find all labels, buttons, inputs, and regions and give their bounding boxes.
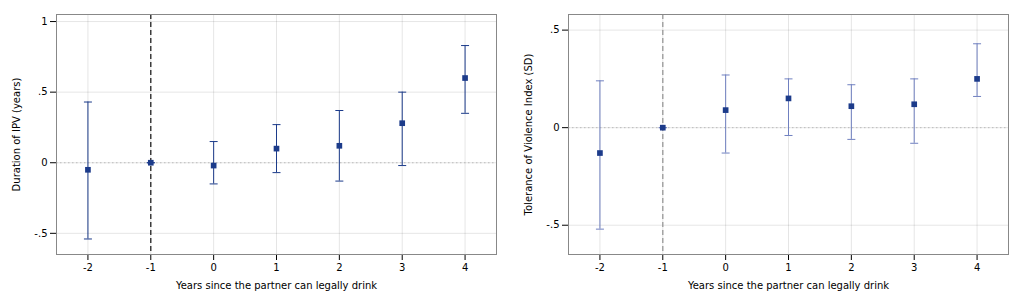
svg-text:3: 3 bbox=[399, 262, 405, 273]
svg-text:-2: -2 bbox=[83, 262, 93, 273]
svg-text:-2: -2 bbox=[595, 262, 605, 273]
svg-text:Years since the partner can le: Years since the partner can legally drin… bbox=[175, 280, 377, 291]
svg-text:0: 0 bbox=[722, 262, 728, 273]
svg-text:Years since the partner can le: Years since the partner can legally drin… bbox=[687, 280, 889, 291]
svg-text:1: 1 bbox=[273, 262, 279, 273]
svg-text:-1: -1 bbox=[658, 262, 668, 273]
svg-text:-.5: -.5 bbox=[546, 219, 559, 230]
svg-text:-.5: -.5 bbox=[34, 228, 47, 239]
svg-text:0: 0 bbox=[210, 262, 216, 273]
svg-text:1: 1 bbox=[785, 262, 791, 273]
svg-text:0: 0 bbox=[553, 122, 559, 133]
svg-text:.5: .5 bbox=[38, 86, 48, 97]
svg-text:-1: -1 bbox=[146, 262, 156, 273]
svg-text:.5: .5 bbox=[550, 24, 560, 35]
svg-text:4: 4 bbox=[974, 262, 980, 273]
svg-text:4: 4 bbox=[462, 262, 468, 273]
svg-text:Tolerance of Violence Index (S: Tolerance of Violence Index (SD) bbox=[523, 53, 534, 216]
svg-text:2: 2 bbox=[848, 262, 854, 273]
svg-text:3: 3 bbox=[911, 262, 917, 273]
svg-text:Duration of IPV (years): Duration of IPV (years) bbox=[11, 78, 22, 192]
svg-text:1: 1 bbox=[41, 16, 47, 27]
svg-text:0: 0 bbox=[41, 157, 47, 168]
svg-text:2: 2 bbox=[336, 262, 342, 273]
